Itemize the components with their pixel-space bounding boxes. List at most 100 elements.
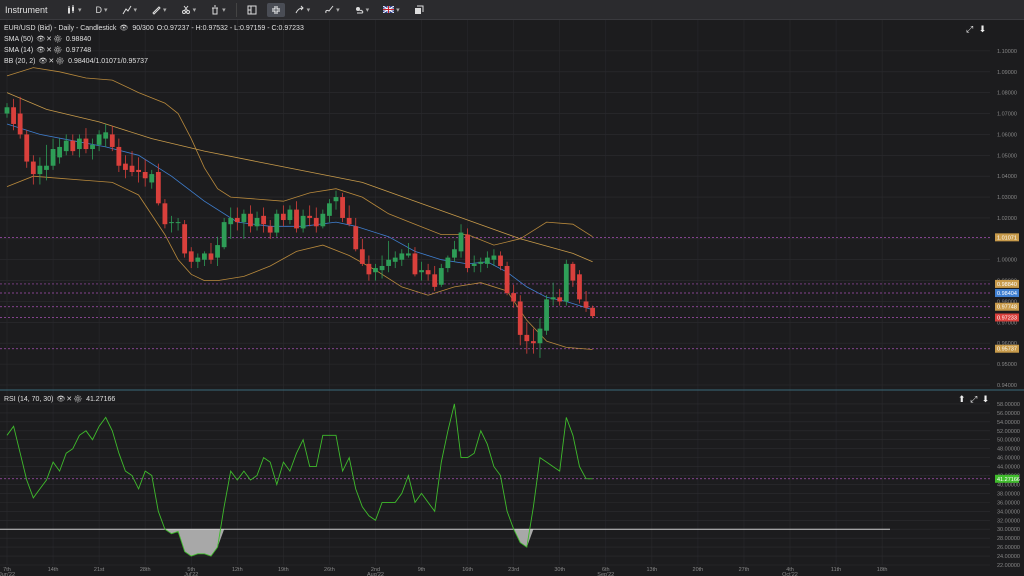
y-tick-label: 38.00000 — [997, 491, 1020, 497]
indicator-controls-icon[interactable]: 👁✕⚙ — [38, 58, 66, 65]
price-tag-label: 0.98404 — [997, 291, 1017, 297]
delete-button[interactable]: ▾ — [206, 3, 230, 17]
chevron-down-icon: ▾ — [306, 6, 311, 14]
drawing-tools-button[interactable]: ▾ — [147, 3, 171, 17]
price-tag: 0.97233 — [995, 313, 1019, 322]
candle-body — [438, 268, 444, 285]
candle-body — [373, 268, 378, 273]
y-tick-label: 58.00000 — [997, 402, 1020, 408]
timeframe-button[interactable]: D ▾ — [92, 3, 112, 17]
candle-body — [425, 270, 431, 275]
capture-button[interactable] — [410, 3, 428, 17]
indicator-controls-icon[interactable]: 👁✕⚙ — [36, 47, 63, 54]
x-tick-label: 4th — [786, 567, 794, 573]
price-pane-controls[interactable]: ⤢ ⬇ — [966, 24, 986, 35]
candle-body — [241, 213, 247, 223]
candle-body — [379, 265, 385, 271]
price-tag-label: 0.97748 — [997, 305, 1017, 311]
rsi-value-tag: 41.27166 — [995, 474, 1020, 483]
weather-button[interactable]: ▾ — [350, 3, 374, 17]
x-tick-label: 16th — [462, 567, 473, 573]
language-button[interactable]: ▾ — [379, 3, 404, 17]
arrow-up-icon[interactable]: ⬆ — [958, 394, 966, 404]
compress-icon — [271, 5, 280, 14]
candle-body — [90, 144, 95, 150]
candle-body — [274, 213, 280, 233]
candle-body — [583, 301, 589, 308]
y-tick-label: 22.00000 — [997, 563, 1020, 569]
indicators-button[interactable]: ▾ — [118, 3, 142, 17]
y-tick-label: 44.00000 — [997, 465, 1020, 471]
y-tick-label: 0.97000 — [997, 320, 1017, 326]
x-tick-label: 7th — [3, 567, 11, 573]
y-tick-label: 24.00000 — [997, 554, 1020, 560]
toolbar: Instrument ▾ D ▾ ▾ ▾ ▾ ▾ ▾ ▾ ▾ — [0, 0, 1024, 20]
candle-body — [57, 146, 63, 158]
expand-icon[interactable]: ⤢ — [966, 24, 974, 34]
price-plot — [0, 67, 990, 358]
sma14-label: SMA (14) — [4, 46, 34, 54]
candle-body — [386, 259, 392, 266]
candle-body — [524, 334, 530, 342]
candle-body — [570, 263, 576, 281]
x-tick-label: 18th — [877, 567, 888, 573]
candle-body — [511, 293, 517, 302]
y-tick-label: 1.10000 — [997, 49, 1017, 55]
bb-legend: BB (20, 2) 👁✕⚙ 0.98404/1.01071/0.95737 — [4, 57, 148, 66]
indicator-controls-icon[interactable]: 👁✕⚙ — [56, 396, 84, 403]
price-tag-bg — [995, 313, 1019, 322]
x-tick-month-label: Sep'22 — [597, 572, 614, 576]
candle-body — [50, 149, 56, 166]
candle-body — [37, 165, 43, 175]
fullscreen-button[interactable] — [266, 2, 285, 17]
bb-values: 0.98404/1.01071/0.95737 — [68, 57, 148, 65]
rsi-grid — [0, 403, 990, 566]
expand-icon[interactable]: ⤢ — [970, 394, 978, 404]
x-tick-label: 5th — [187, 567, 195, 573]
x-tick-label: 26th — [324, 567, 335, 573]
x-tick-month-label: Jun'22 — [0, 572, 15, 576]
instrument-selector[interactable]: Instrument — [5, 4, 48, 15]
x-tick-label: 28th — [140, 567, 151, 573]
chevron-down-icon: ▾ — [163, 6, 167, 14]
layout-button[interactable] — [243, 3, 261, 17]
layout-icon — [247, 5, 257, 14]
candle-body — [333, 197, 339, 202]
x-tick-label: 12th — [232, 567, 243, 573]
x-tick-label: 20th — [693, 567, 704, 573]
drawing-button[interactable]: ▾ — [320, 3, 344, 17]
y-tick-label: 40.00000 — [997, 482, 1020, 488]
indicator-controls-icon[interactable]: 👁✕⚙ — [36, 36, 63, 43]
chart-type-button[interactable]: ▾ — [62, 3, 86, 17]
tools-button[interactable]: ▾ — [177, 3, 201, 17]
y-tick-label: 54.00000 — [997, 420, 1020, 426]
price-tag: 0.98404 — [995, 289, 1019, 298]
price-chart[interactable]: 1.10000 1.09000 1.08000 1.07000 1.06000 1.050… — [0, 20, 1024, 576]
arrow-down-icon[interactable]: ⬇ — [981, 394, 990, 404]
y-tick-label: 36.00000 — [997, 500, 1020, 506]
x-tick-label: 13th — [646, 567, 657, 573]
y-tick-label: 50.00000 — [997, 438, 1020, 444]
eye-icon[interactable]: 👁 — [119, 25, 130, 32]
candle-body — [340, 197, 345, 218]
brush-icon — [325, 5, 334, 13]
y-tick-label: 0.95000 — [997, 362, 1017, 368]
candle-body — [563, 263, 569, 302]
ohlc-values: O:0.97237 - H:0.97532 - L:0.97159 - C:0.… — [156, 24, 304, 32]
price-tag: 0.98840 — [995, 279, 1019, 288]
rsi-pane-controls[interactable]: ⬆ ⤢ ⬇ — [958, 394, 989, 405]
candle-body — [248, 213, 253, 227]
y-tick-label: 34.00000 — [997, 509, 1020, 515]
sma14-legend: SMA (14) 👁✕⚙ 0.97748 — [4, 46, 91, 55]
share-button[interactable]: ▾ — [291, 3, 315, 17]
candle-body — [359, 249, 365, 264]
price-tag: 1.01071 — [995, 233, 1019, 242]
candle-body — [195, 257, 201, 262]
scissors-icon — [181, 5, 190, 14]
candle-body — [484, 257, 490, 264]
candle-body — [261, 215, 267, 225]
toolbar-divider — [235, 2, 237, 17]
candlestick-icon — [68, 4, 74, 14]
arrow-down-icon[interactable]: ⬇ — [978, 24, 987, 34]
